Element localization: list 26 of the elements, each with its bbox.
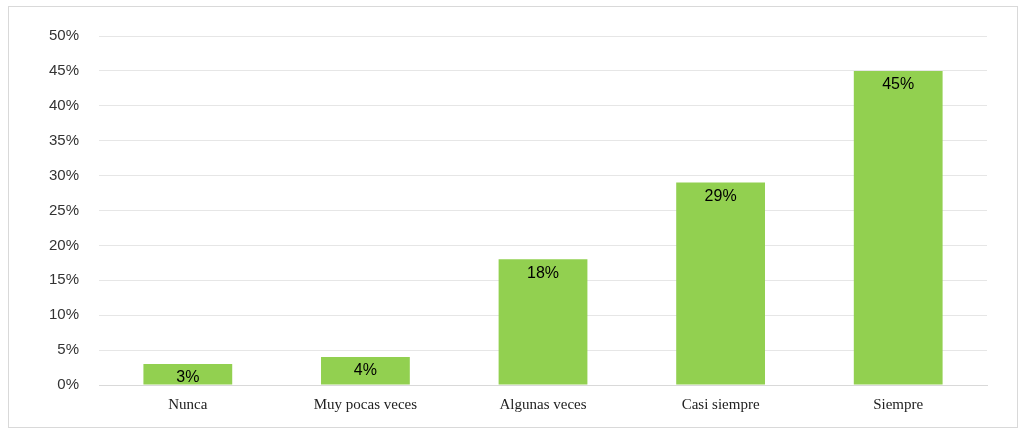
y-tick-label: 0% [57, 375, 80, 393]
y-tick-label: 25% [48, 200, 80, 218]
bar [321, 357, 410, 385]
y-tick-label: 30% [48, 165, 80, 183]
bar [143, 364, 233, 385]
y-tick-label: 35% [48, 130, 80, 148]
data-label: 29% [704, 186, 737, 204]
y-tick-label: 50% [48, 26, 80, 44]
y-tick-label: 15% [48, 270, 80, 288]
x-tick-label: Casi siempre [681, 395, 760, 412]
data-label: 4% [353, 361, 377, 379]
y-tick-label: 45% [48, 61, 80, 79]
x-tick-label: Algunas veces [499, 395, 587, 412]
y-tick-label: 5% [57, 340, 80, 358]
x-tick-label: Siempre [873, 395, 924, 412]
data-label: 3% [176, 368, 200, 386]
y-tick-label: 20% [48, 235, 80, 253]
data-label: 18% [527, 263, 560, 281]
bar [676, 182, 766, 385]
y-tick-label: 10% [48, 305, 80, 323]
x-tick-label: Muy pocas veces [313, 395, 418, 412]
bar [498, 259, 588, 385]
y-tick-label: 40% [48, 95, 80, 113]
data-label: 45% [882, 75, 915, 93]
bar [853, 70, 943, 385]
x-tick-label: Nunca [168, 395, 208, 412]
